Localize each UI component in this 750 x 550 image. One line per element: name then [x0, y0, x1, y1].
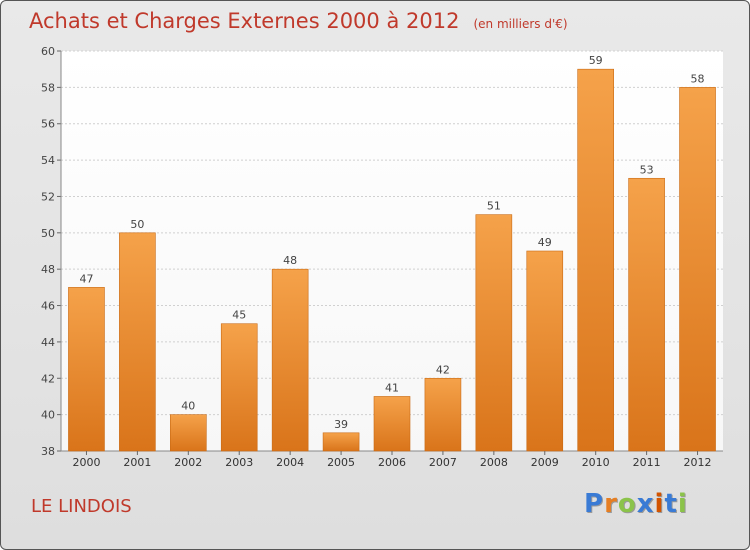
- x-tick-label: 2001: [123, 456, 151, 469]
- bar-value-label: 50: [130, 218, 144, 231]
- y-tick-label: 58: [41, 81, 55, 94]
- logo-letter: t: [664, 489, 678, 519]
- x-tick-label: 2005: [327, 456, 355, 469]
- x-tick-label: 2008: [480, 456, 508, 469]
- y-tick-label: 42: [41, 372, 55, 385]
- x-tick-label: 2009: [531, 456, 559, 469]
- y-tick-label: 38: [41, 445, 55, 458]
- y-tick-label: 48: [41, 263, 55, 276]
- bar: [679, 87, 716, 452]
- x-tick-label: 2007: [429, 456, 457, 469]
- commune-name: LE LINDOIS: [31, 496, 132, 517]
- x-tick-label: 2002: [174, 456, 202, 469]
- x-tick-label: 2006: [378, 456, 406, 469]
- bar: [424, 377, 462, 452]
- bar: [170, 414, 207, 452]
- logo-letter: r: [604, 489, 618, 519]
- bar: [526, 250, 564, 452]
- y-tick-label: 60: [41, 45, 55, 58]
- bar-value-label: 53: [640, 163, 654, 176]
- logo-letter: o: [617, 489, 637, 519]
- x-tick-label: 2003: [225, 456, 253, 469]
- title-row: Achats et Charges Externes 2000 à 2012 (…: [29, 9, 568, 33]
- bar-value-label: 40: [181, 400, 195, 413]
- y-tick-label: 50: [41, 227, 55, 240]
- bar-value-label: 39: [334, 418, 348, 431]
- x-tick-label: 2011: [633, 456, 661, 469]
- logo-letter: i: [677, 489, 688, 519]
- logo-letter: x: [636, 489, 655, 519]
- bar-value-label: 51: [487, 200, 501, 213]
- y-tick-label: 56: [41, 118, 55, 131]
- bar: [475, 214, 513, 452]
- bar-value-label: 48: [283, 254, 297, 267]
- bar-value-label: 42: [436, 363, 450, 376]
- x-tick-label: 2000: [72, 456, 100, 469]
- bar-value-label: 58: [691, 72, 705, 85]
- bar: [322, 432, 360, 452]
- bar-value-label: 49: [538, 236, 552, 249]
- bar: [373, 396, 411, 452]
- bar-value-label: 59: [589, 54, 603, 67]
- bar-value-label: 45: [232, 309, 246, 322]
- y-tick-label: 46: [41, 300, 55, 313]
- bar: [119, 232, 156, 452]
- x-tick-label: 2010: [582, 456, 610, 469]
- y-tick-label: 44: [41, 336, 55, 349]
- bar-value-label: 41: [385, 381, 399, 394]
- bar: [220, 323, 258, 452]
- logo-letter: P: [584, 489, 605, 519]
- y-tick-label: 40: [41, 409, 55, 422]
- logo-letter: i: [654, 489, 665, 519]
- bar: [577, 68, 614, 452]
- x-tick-label: 2012: [684, 456, 712, 469]
- bar: [628, 177, 665, 452]
- x-tick-label: 2004: [276, 456, 304, 469]
- chart-subtitle: (en milliers d'€): [473, 17, 568, 31]
- chart-title: Achats et Charges Externes 2000 à 2012: [29, 9, 460, 33]
- bar-value-label: 47: [79, 272, 93, 285]
- bar: [271, 268, 309, 452]
- bar: [68, 287, 105, 452]
- y-tick-label: 52: [41, 190, 55, 203]
- y-tick-label: 54: [41, 154, 55, 167]
